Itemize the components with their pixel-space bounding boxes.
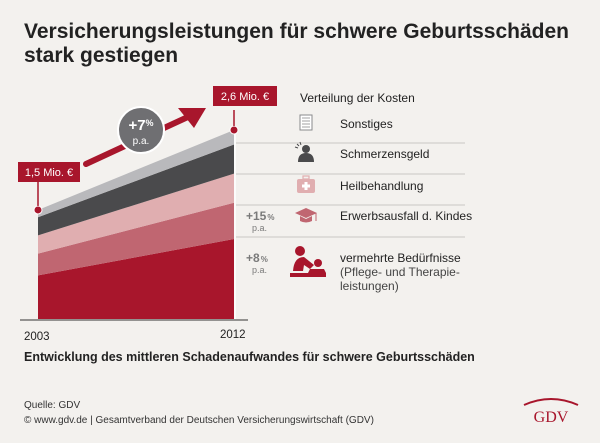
footer: Quelle: GDV © www.gdv.de | Gesamtverband…	[24, 398, 374, 428]
legend-item: Erwerbsausfall d. Kindes +15%p.a.	[246, 208, 472, 233]
growth-arrow-head	[178, 108, 206, 128]
series-growth-value: +15%	[246, 209, 274, 223]
first-aid-icon	[297, 175, 315, 193]
legend-label: Heilbehandlung	[340, 179, 423, 193]
series-growth-period: p.a.	[252, 223, 267, 233]
legend-label-extra: leistungen)	[340, 279, 399, 293]
care-icon	[290, 246, 326, 277]
area-schmerzensgeld	[38, 144, 234, 236]
area-sonstiges	[38, 130, 234, 218]
legend-title: Verteilung der Kosten	[300, 91, 415, 105]
growth-badge	[117, 106, 165, 154]
series-growth-period: p.a.	[252, 265, 267, 275]
series-growth-value: +8%	[246, 251, 268, 265]
growth-badge-period: p.a.	[133, 136, 150, 147]
area-beduerfnisse	[38, 239, 234, 319]
document-icon	[299, 114, 313, 131]
gdv-logo: GDV	[523, 398, 579, 426]
total-box-2003	[18, 162, 80, 182]
chart-subtitle: Entwicklung des mittleren Schadenaufwand…	[24, 350, 475, 364]
legend-item: Heilbehandlung	[297, 175, 423, 193]
logo-text: GDV	[534, 409, 569, 426]
graduation-cap-icon	[295, 208, 317, 223]
legend-item: Sonstiges	[299, 114, 393, 131]
legend-item: Schmerzensgeld	[294, 141, 429, 162]
title-line-1: Versicherungsleistungen für schwere Gebu…	[24, 20, 570, 43]
total-label-2003: 1,5 Mio. €	[25, 167, 73, 179]
page-title: Versicherungsleistungen für schwere Gebu…	[24, 20, 584, 68]
legend-label: Schmerzensgeld	[340, 147, 429, 161]
total-point-2003	[33, 205, 43, 215]
area-heilbehandlung	[38, 173, 234, 254]
title-line-2: stark gestiegen	[24, 44, 179, 67]
legend-item: vermehrte Bedürfnisse(Pflege- und Therap…	[246, 246, 461, 293]
total-box-2012	[213, 86, 277, 106]
pain-person-icon	[294, 141, 314, 162]
year-label-2003: 2003	[24, 331, 50, 343]
legend-label: Erwerbsausfall d. Kindes	[340, 209, 472, 223]
source-text: Quelle: GDV	[24, 400, 81, 411]
legend-label: vermehrte Bedürfnisse	[340, 251, 461, 265]
legend-label: Sonstiges	[340, 117, 393, 131]
total-point-2012	[229, 125, 239, 135]
total-label-2012: 2,6 Mio. €	[221, 91, 269, 103]
copyright-text: © www.gdv.de | Gesamtverband der Deutsch…	[24, 415, 374, 426]
year-label-2012: 2012	[220, 329, 246, 341]
area-erwerbsausfall	[38, 202, 234, 276]
legend-label-extra: (Pflege- und Therapie-	[340, 265, 460, 279]
